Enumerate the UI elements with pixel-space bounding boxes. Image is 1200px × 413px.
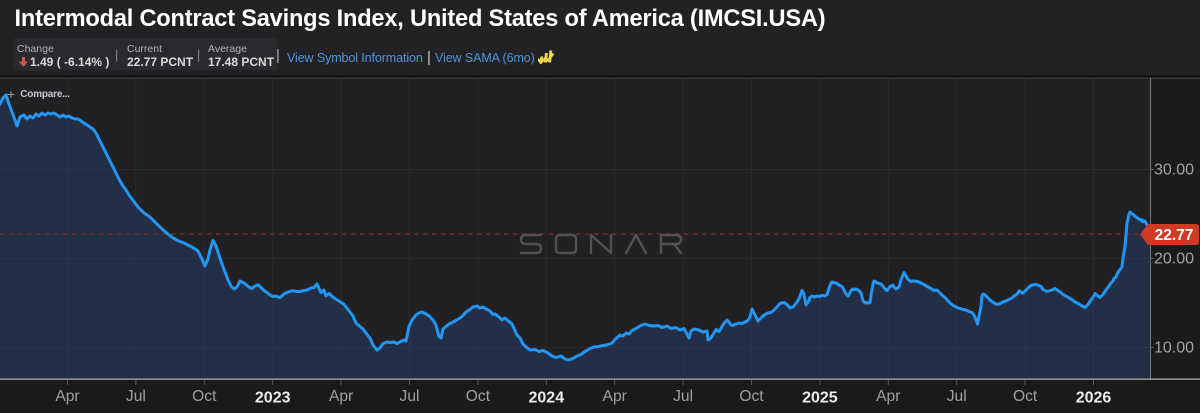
svg-text:Jul: Jul [400,388,420,405]
svg-text:2024: 2024 [529,390,565,407]
svg-text:10.00: 10.00 [1154,339,1194,356]
svg-text:2025: 2025 [802,390,838,407]
svg-text:30.00: 30.00 [1154,161,1194,178]
svg-text:20.00: 20.00 [1154,250,1194,267]
svg-text:Jul: Jul [947,388,967,405]
svg-text:Apr: Apr [329,388,353,405]
svg-text:2023: 2023 [255,390,291,407]
svg-text:Oct: Oct [739,388,764,405]
svg-text:Apr: Apr [55,388,79,405]
svg-text:Apr: Apr [876,388,900,405]
svg-text:Oct: Oct [192,388,217,405]
svg-text:22.77: 22.77 [1155,227,1194,244]
svg-text:Jul: Jul [126,388,146,405]
svg-text:Oct: Oct [466,388,491,405]
svg-text:2026: 2026 [1076,390,1112,407]
svg-text:Apr: Apr [603,388,627,405]
svg-text:Oct: Oct [1013,388,1038,405]
svg-text:Jul: Jul [673,388,693,405]
